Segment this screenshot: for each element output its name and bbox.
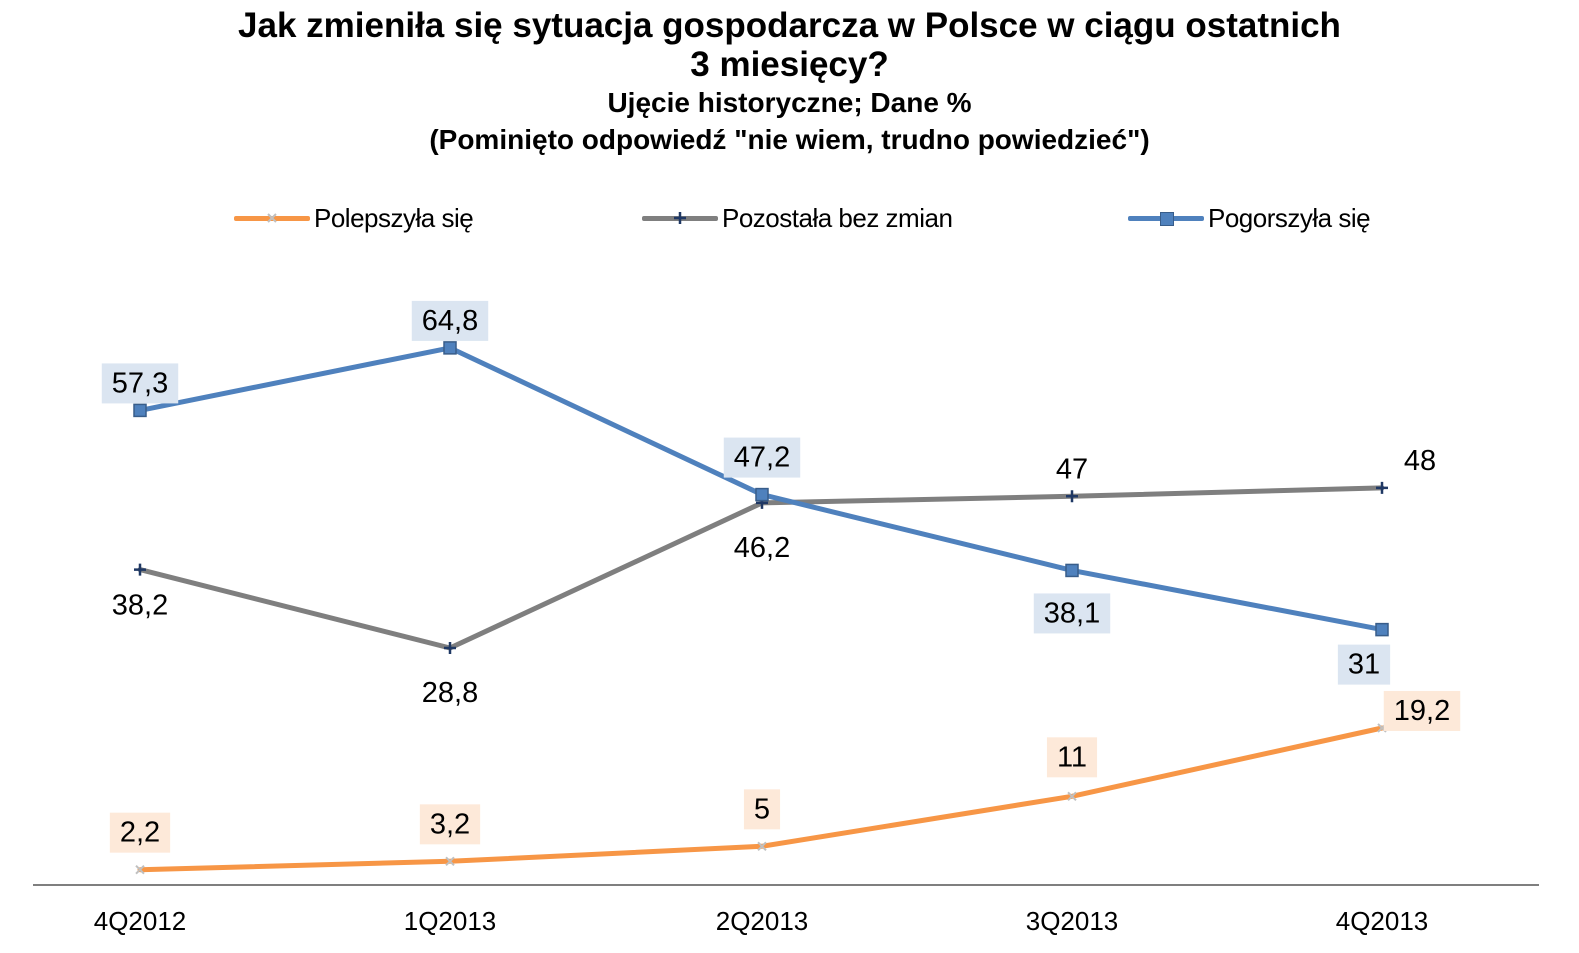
data-label-polepszyla-4Q2013-bg bbox=[1383, 690, 1461, 731]
data-label-polepszyla-4Q2013: 19,2 bbox=[1394, 695, 1450, 727]
data-label-pogorszyla-2Q2013-bg bbox=[723, 437, 801, 478]
point-pogorszyla-1Q2013 bbox=[443, 341, 457, 355]
point-bez-zmian-4Q2013 bbox=[1376, 481, 1388, 494]
data-label-polepszyla-3Q2013-bg bbox=[1046, 737, 1098, 778]
data-label-polepszyla-2Q2013-bg bbox=[743, 789, 781, 830]
point-polepszyla-1Q2013 bbox=[445, 856, 455, 867]
data-label-polepszyla-1Q2013: 3,2 bbox=[430, 808, 470, 840]
point-pogorszyla-4Q2012 bbox=[133, 403, 147, 418]
data-label-bez-zmian-2Q2013: 46,2 bbox=[734, 532, 790, 564]
legend-label-polepszyla: Polepszyła się bbox=[314, 202, 474, 233]
data-label-pogorszyla-2Q2013: 47,2 bbox=[734, 442, 790, 474]
data-label-pogorszyla-3Q2013: 38,1 bbox=[1044, 597, 1100, 629]
chart-title: Jak zmieniła się sytuacja gospodarcza w … bbox=[238, 6, 1341, 45]
point-polepszyla-3Q2013 bbox=[1067, 791, 1077, 802]
data-label-pogorszyla-1Q2013-bg bbox=[411, 300, 489, 341]
legend-swatch-polepszyla bbox=[232, 198, 312, 238]
chart-subtitle: Ujęcie historyczne; Dane % bbox=[607, 87, 972, 118]
data-label-pogorszyla-1Q2013: 64,8 bbox=[422, 305, 478, 337]
x-tick-label-1Q2013: 1Q2013 bbox=[404, 906, 497, 936]
point-pogorszyla-4Q2013 bbox=[1375, 622, 1389, 637]
chart-legend: Polepszyła się Pozostała bez zmian Pogor… bbox=[0, 198, 1579, 238]
data-label-pogorszyla-3Q2013-bg bbox=[1033, 593, 1111, 634]
data-label-pogorszyla-4Q2013-bg bbox=[1337, 644, 1391, 685]
point-polepszyla-2Q2013 bbox=[757, 841, 767, 852]
x-tick-label-2Q2013: 2Q2013 bbox=[716, 906, 809, 936]
legend-item-polepszyla: Polepszyła się bbox=[232, 198, 474, 238]
data-label-polepszyla-4Q2012-bg bbox=[109, 812, 171, 853]
data-label-pogorszyla-4Q2012-bg bbox=[101, 363, 179, 404]
data-label-polepszyla-1Q2013-bg bbox=[419, 804, 481, 845]
data-label-polepszyla-2Q2013: 5 bbox=[754, 793, 770, 825]
data-label-polepszyla-3Q2013: 11 bbox=[1057, 741, 1087, 773]
legend-label-pogorszyla: Pogorszyła się bbox=[1208, 202, 1371, 233]
data-label-bez-zmian-4Q2013: 48 bbox=[1404, 445, 1436, 477]
data-label-bez-zmian-1Q2013: 28,8 bbox=[422, 677, 478, 709]
chart-titles: Jak zmieniła się sytuacja gospodarcza w … bbox=[0, 6, 1579, 158]
data-label-pogorszyla-4Q2013: 31 bbox=[1348, 649, 1380, 681]
x-tick-label-4Q2012: 4Q2012 bbox=[94, 906, 187, 936]
point-bez-zmian-1Q2013 bbox=[444, 641, 456, 654]
series-line-bez-zmian bbox=[137, 485, 1385, 651]
data-label-pogorszyla-4Q2012: 57,3 bbox=[112, 367, 168, 399]
point-bez-zmian-3Q2013 bbox=[1066, 490, 1078, 503]
legend-marker-plus-icon bbox=[674, 212, 686, 224]
legend-swatch-bez-zmian bbox=[640, 198, 720, 238]
data-label-polepszyla-4Q2012: 2,2 bbox=[120, 817, 160, 849]
legend-item-pogorszyla: Pogorszyła się bbox=[1126, 198, 1371, 238]
x-tick-label-4Q2013: 4Q2013 bbox=[1336, 906, 1429, 936]
point-bez-zmian-4Q2012 bbox=[134, 563, 146, 576]
data-label-bez-zmian-4Q2012: 38,2 bbox=[112, 590, 168, 622]
chart-title-line2: 3 miesięcy? bbox=[690, 45, 889, 84]
legend-label-bez-zmian: Pozostała bez zmian bbox=[722, 202, 953, 233]
point-pogorszyla-2Q2013 bbox=[755, 487, 769, 502]
data-label-bez-zmian-3Q2013: 47 bbox=[1056, 453, 1088, 485]
legend-item-bez-zmian: Pozostała bez zmian bbox=[640, 198, 953, 238]
x-tick-label-3Q2013: 3Q2013 bbox=[1026, 906, 1119, 936]
point-pogorszyla-3Q2013 bbox=[1065, 563, 1079, 578]
legend-marker-x-icon bbox=[267, 213, 277, 223]
chart-subtitle-note: (Pominięto odpowiedź "nie wiem, trudno p… bbox=[429, 124, 1150, 155]
legend-swatch-pogorszyla bbox=[1126, 198, 1206, 238]
point-polepszyla-4Q2012 bbox=[135, 864, 145, 875]
